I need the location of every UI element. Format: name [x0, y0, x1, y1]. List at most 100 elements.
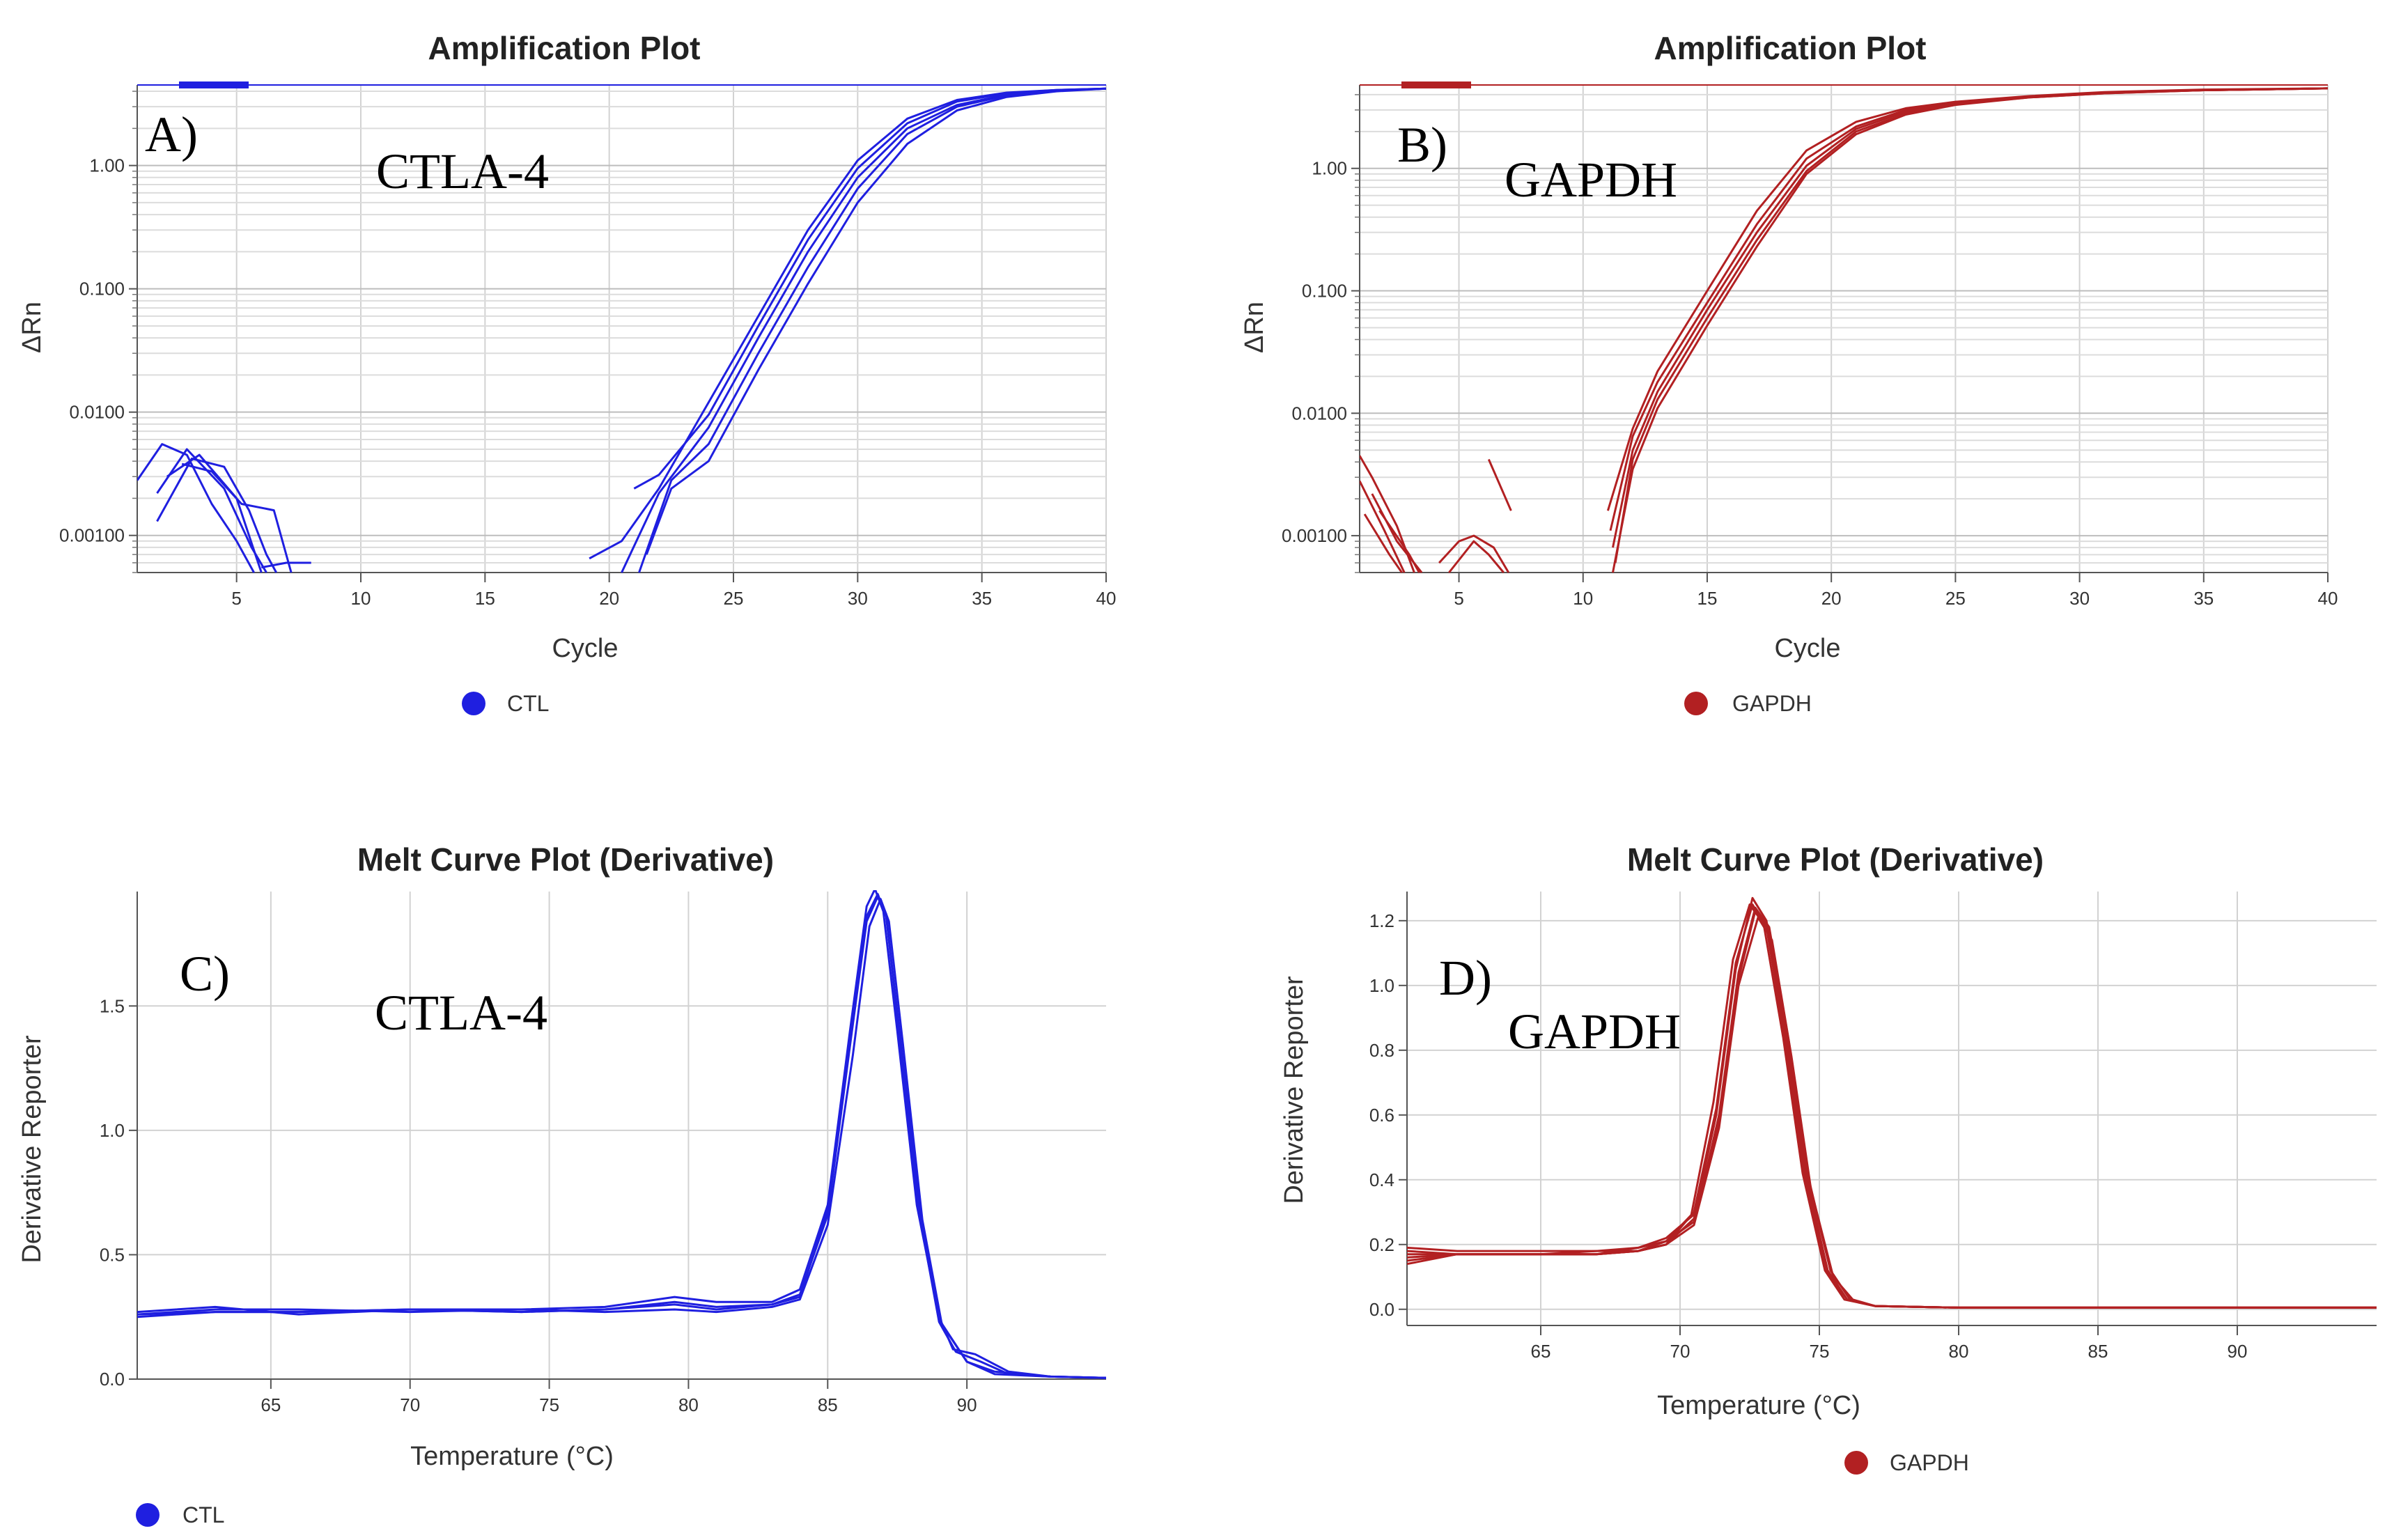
- chart-title: Melt Curve Plot (Derivative): [1627, 841, 2044, 878]
- x-tick-label: 30: [2069, 588, 2090, 609]
- gene-annotation: GAPDH: [1505, 152, 1677, 208]
- y-tick-label: 0.100: [1302, 281, 1347, 302]
- y-tick-label: 1.0: [1369, 975, 1394, 996]
- y-tick-label: 1.2: [1369, 910, 1394, 931]
- x-tick-label: 70: [400, 1394, 420, 1415]
- x-tick-label: 5: [231, 588, 241, 609]
- series-line: [137, 443, 255, 573]
- x-tick-label: 10: [1573, 588, 1593, 609]
- x-tick-label: 15: [475, 588, 495, 609]
- x-tick-label: 30: [848, 588, 868, 609]
- legend-marker: [462, 692, 485, 715]
- x-tick-label: 75: [539, 1394, 559, 1415]
- y-tick-label: 0.0: [100, 1369, 125, 1390]
- y-tick-label: 1.00: [1312, 158, 1347, 179]
- y-tick-label: 0.0100: [1291, 403, 1347, 423]
- panel-d: Melt Curve Plot (Derivative) 65 70 75 80 85 9…: [1280, 841, 2377, 1475]
- grid: [1360, 85, 2329, 573]
- y-tick-label: 0.6: [1369, 1105, 1394, 1126]
- series-line: [1378, 510, 1420, 573]
- legend-label: CTL: [182, 1502, 224, 1527]
- series-line: [261, 561, 311, 569]
- series-line: [1407, 906, 2377, 1309]
- x-tick-label: 15: [1697, 588, 1718, 609]
- x-tick-label: 35: [972, 588, 992, 609]
- y-tick-label: 0.00100: [1282, 525, 1347, 546]
- series-line: [1407, 896, 2377, 1309]
- series-line: [181, 462, 293, 573]
- panel-label: B): [1397, 117, 1447, 173]
- grid: [137, 892, 1106, 1380]
- y-tick-label: 0.0: [1369, 1299, 1394, 1320]
- y-tick-label: 0.8: [1369, 1040, 1394, 1061]
- y-axis-label: ΔRn: [17, 302, 47, 353]
- gene-annotation: CTLA-4: [375, 985, 547, 1041]
- series-line: [1438, 534, 1510, 573]
- series-line: [137, 890, 1106, 1379]
- panel-b: Amplification Plot 5 10 15 20 25 30 35 40 0.0010…: [1240, 30, 2338, 716]
- chart-area: 5 10 15 20 25 30 35 40 0.00100 0.0100 0.100 1.00: [59, 81, 1116, 609]
- grid: [1407, 892, 2377, 1325]
- chart-area: 65 70 75 80 85 90 0.0 0.5 1.0 1.5: [100, 890, 1106, 1415]
- legend-marker: [1684, 692, 1708, 715]
- series-line: [1407, 903, 2377, 1309]
- series-group: [1360, 87, 2328, 573]
- x-tick-label: 25: [1945, 588, 1966, 609]
- series-group: [1407, 896, 2377, 1309]
- x-tick-label: 80: [678, 1394, 699, 1415]
- x-tick-label: 35: [2193, 588, 2214, 609]
- x-tick-label: 80: [1949, 1341, 1969, 1362]
- x-tick-label: 90: [2228, 1341, 2248, 1362]
- series-line: [1360, 480, 1406, 573]
- series-line: [156, 457, 278, 573]
- series-line: [1407, 903, 2377, 1309]
- series-line: [1448, 540, 1505, 573]
- y-tick-label: 0.00100: [59, 525, 125, 546]
- x-axis-label: Cycle: [552, 634, 618, 663]
- legend-marker: [136, 1503, 160, 1527]
- x-tick-label: 5: [1454, 588, 1463, 609]
- y-axis-label: Derivative Reporter: [1280, 976, 1309, 1204]
- x-tick-label: 75: [1810, 1341, 1830, 1362]
- x-tick-label: 85: [818, 1394, 838, 1415]
- panel-label: A): [145, 107, 198, 162]
- y-tick-label: 0.5: [100, 1244, 125, 1265]
- panel-label: C): [180, 946, 230, 1002]
- series-line: [633, 87, 1106, 490]
- chart-title: Amplification Plot: [1654, 30, 1927, 66]
- series-line: [137, 898, 1106, 1379]
- y-tick-label: 0.4: [1369, 1169, 1394, 1190]
- series-line: [137, 895, 1106, 1379]
- chart-title: Amplification Plot: [428, 30, 701, 66]
- threshold-marker: [1401, 81, 1471, 88]
- chart-area: 5 10 15 20 25 30 35 40 0.00100 0.0100 0.100 1.00: [1282, 81, 2338, 609]
- gene-annotation: CTLA-4: [376, 143, 549, 199]
- x-tick-label: 10: [351, 588, 371, 609]
- series-line: [1407, 916, 2377, 1309]
- series-line: [1407, 910, 2377, 1309]
- gene-annotation: GAPDH: [1508, 1004, 1681, 1059]
- series-line: [638, 87, 1106, 573]
- x-tick-label: 70: [1670, 1341, 1690, 1362]
- series-line: [1606, 87, 2328, 511]
- series-line: [1487, 458, 1512, 511]
- y-tick-label: 1.00: [89, 155, 125, 176]
- x-tick-label: 40: [1096, 588, 1117, 609]
- x-tick-label: 85: [2088, 1341, 2108, 1362]
- x-tick-label: 20: [599, 588, 619, 609]
- series-group: [137, 890, 1106, 1379]
- legend-label: CTL: [507, 691, 549, 716]
- x-tick-label: 25: [724, 588, 744, 609]
- y-tick-label: 0.100: [79, 279, 125, 300]
- panel-a: Amplification Plot 5 10 15 20 25 30 35 40 0.0010…: [17, 30, 1116, 716]
- series-line: [589, 87, 1106, 560]
- y-axis-label: Derivative Reporter: [17, 1035, 47, 1263]
- x-tick-label: 40: [2318, 588, 2338, 609]
- x-tick-label: 20: [1821, 588, 1842, 609]
- y-tick-label: 1.0: [100, 1120, 125, 1141]
- y-tick-label: 0.0100: [69, 402, 125, 423]
- y-tick-label: 1.5: [100, 995, 125, 1016]
- legend-label: GAPDH: [1890, 1450, 1969, 1475]
- x-axis-label: Temperature (°C): [410, 1442, 614, 1471]
